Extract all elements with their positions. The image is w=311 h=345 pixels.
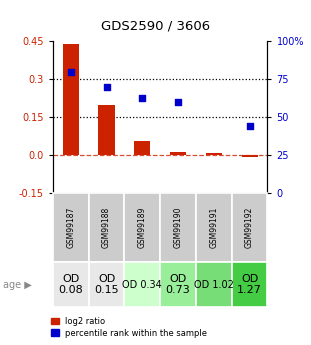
Bar (134, 141, 150, 155)
Bar (89, 262, 124, 307)
Bar (196, 262, 232, 307)
Text: OD
0.08: OD 0.08 (58, 274, 83, 295)
Text: GSM99188: GSM99188 (102, 207, 111, 248)
Point (175, 99, 180, 105)
Bar (206, 153, 222, 155)
Text: age ▶: age ▶ (3, 280, 32, 289)
Point (140, 95, 145, 100)
Text: GSM99189: GSM99189 (138, 207, 147, 248)
Text: GSM99192: GSM99192 (245, 207, 254, 248)
Bar (160, 193, 196, 262)
Bar (53, 262, 89, 307)
Bar (232, 193, 267, 262)
Point (68, 69, 73, 75)
Text: GSM99190: GSM99190 (174, 207, 183, 248)
Bar (160, 262, 196, 307)
Text: OD 1.02: OD 1.02 (194, 280, 234, 289)
Bar (242, 155, 258, 157)
Text: OD
0.73: OD 0.73 (166, 274, 190, 295)
Text: OD 0.34: OD 0.34 (123, 280, 162, 289)
Bar (196, 193, 232, 262)
Text: OD
1.27: OD 1.27 (237, 274, 262, 295)
Point (104, 84, 109, 90)
Bar (53, 193, 89, 262)
Bar (170, 152, 186, 155)
Text: GSM99187: GSM99187 (66, 207, 75, 248)
Text: GSM99191: GSM99191 (209, 207, 218, 248)
Text: OD
0.15: OD 0.15 (94, 274, 119, 295)
Text: GDS2590 / 3606: GDS2590 / 3606 (101, 20, 210, 33)
Bar (124, 262, 160, 307)
Bar (124, 193, 160, 262)
Bar (99, 105, 114, 155)
Bar (63, 44, 79, 155)
Legend: log2 ratio, percentile rank within the sample: log2 ratio, percentile rank within the s… (48, 314, 211, 341)
Point (247, 124, 252, 129)
Bar (89, 193, 124, 262)
Bar (232, 262, 267, 307)
